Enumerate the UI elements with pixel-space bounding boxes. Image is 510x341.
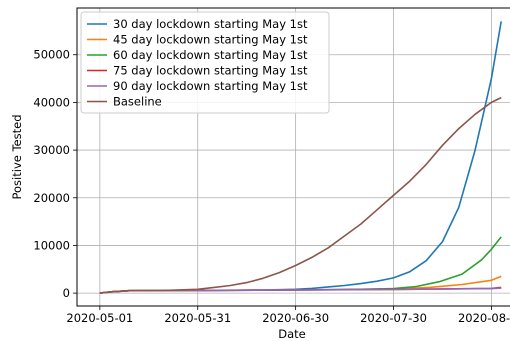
x-tick-label: 2020-07-30 [360,311,427,325]
series-line-6 [99,96,502,294]
x-tick-label: 2020-05-01 [66,311,133,325]
x-axis-label: Date [278,327,306,341]
legend-label-4: 75 day lockdown starting May 1st [113,64,308,78]
legend-label-3: 60 day lockdown starting May 1st [113,48,308,62]
y-axis-label: Positive Tested [10,114,24,199]
y-axis-ticks: 0 10000 20000 30000 40000 50000 [33,48,77,300]
y-tick-label: 20000 [33,191,70,205]
legend-label-5: 90 day lockdown starting May 1st [113,79,308,93]
series-group [99,21,502,294]
x-tick-label: 2020-06-30 [262,311,329,325]
x-axis-ticks: 2020-05-01 2020-05-31 2020-06-30 2020-07-30… [66,306,510,325]
x-tick-label: 2020-05-31 [164,311,231,325]
legend-label-6: Baseline [113,95,162,109]
plot-frame [76,7,510,307]
legend: 30 day lockdown starting May 1st 45 day l… [80,11,330,114]
y-tick-label: 30000 [33,143,70,157]
y-tick-label: 0 [63,286,70,300]
y-tick-label: 10000 [33,238,70,252]
y-tick-label: 40000 [33,95,70,109]
legend-label-1: 30 day lockdown starting May 1st [113,17,308,31]
y-tick-label: 50000 [33,48,70,62]
legend-label-2: 45 day lockdown starting May 1st [113,33,308,47]
legend-box [80,11,330,114]
x-tick-label: 2020-08-29 [458,311,510,325]
